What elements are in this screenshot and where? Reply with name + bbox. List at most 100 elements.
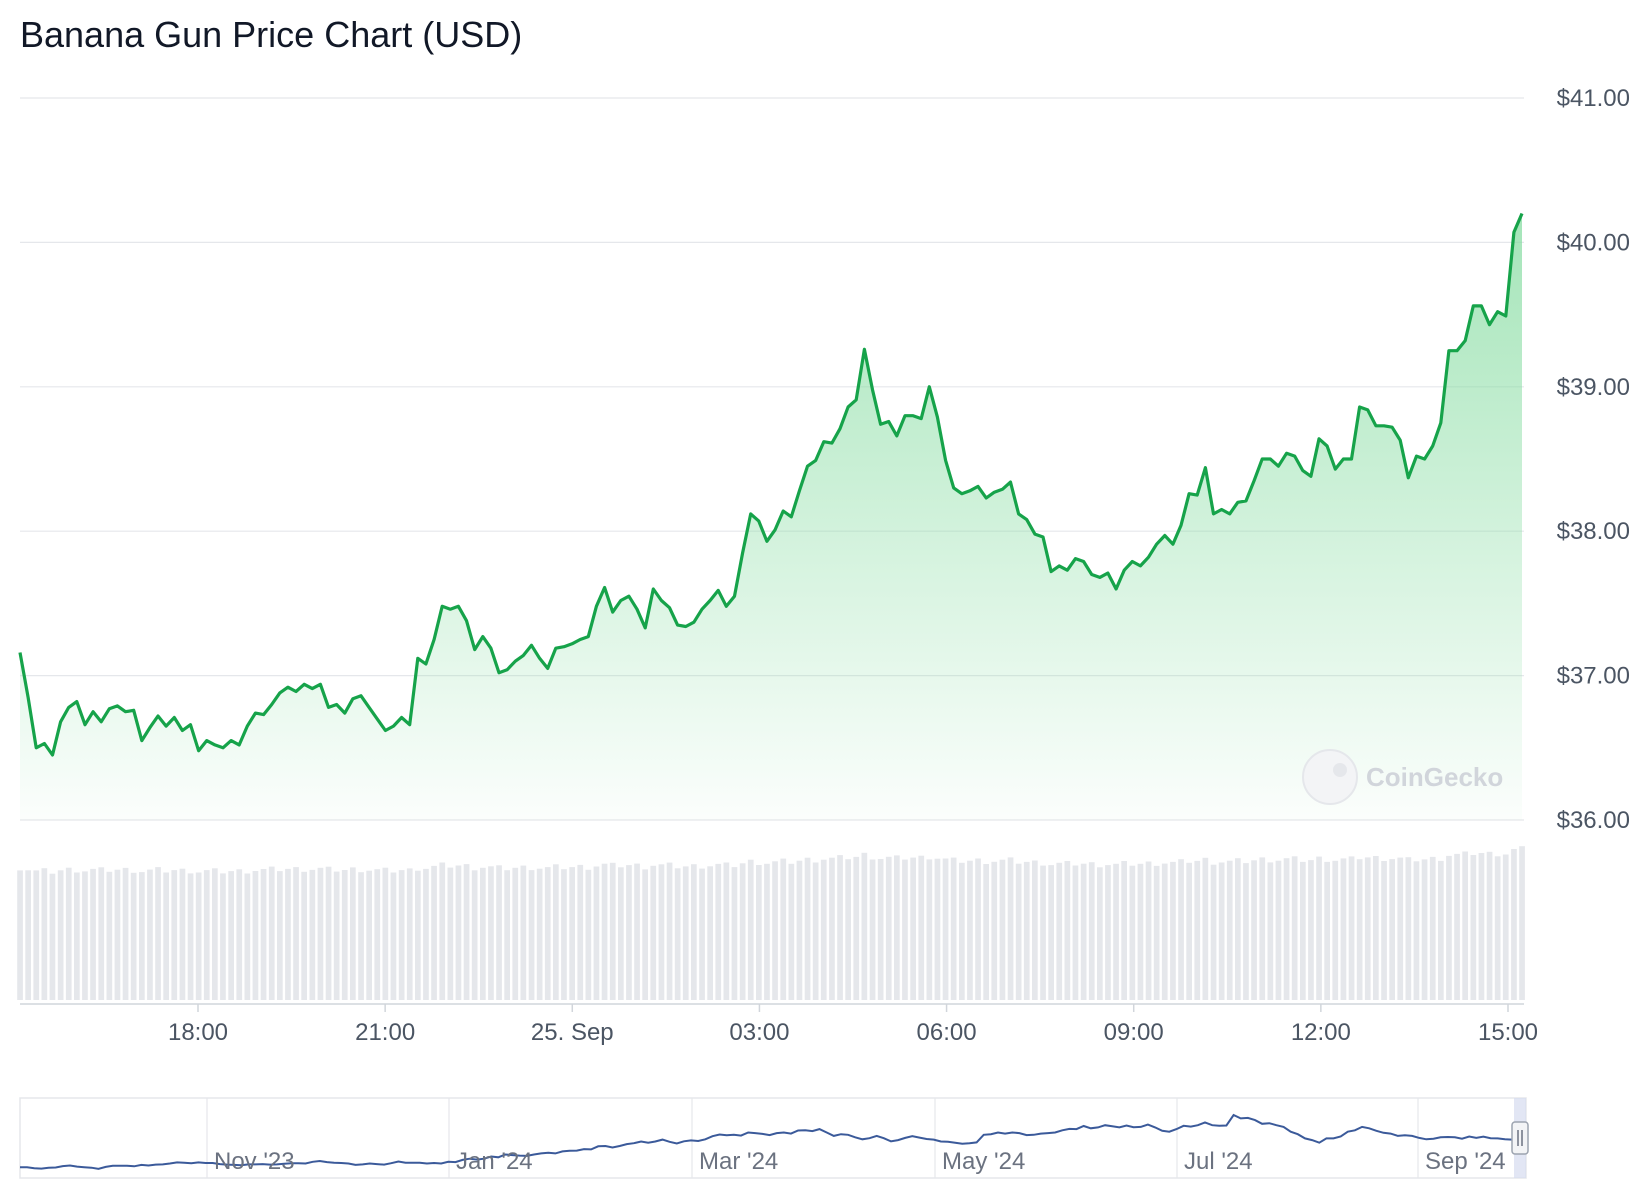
volume-bar: [885, 856, 892, 1000]
volume-bar: [658, 864, 665, 1000]
volume-bar: [780, 858, 787, 1000]
volume-bar: [268, 866, 275, 1000]
volume-bar: [1243, 863, 1249, 1000]
volume-bar: [682, 866, 689, 1000]
volume-bar: [942, 858, 949, 1000]
volume-bar: [1259, 857, 1266, 1000]
navigator-handle[interactable]: [1511, 1121, 1529, 1155]
volume-bar: [1153, 865, 1160, 1000]
volume-bar: [650, 865, 657, 1000]
volume-bar: [845, 859, 851, 1000]
volume-bar: [512, 867, 519, 1000]
volume-bar: [691, 864, 697, 1000]
volume-bar: [1064, 861, 1071, 1000]
volume-bar: [1186, 862, 1192, 1000]
volume-bar: [1032, 860, 1038, 1000]
navigator-label: Jan '24: [456, 1148, 533, 1175]
navigator-series: [20, 1113, 1513, 1170]
volume-bar: [934, 858, 941, 1000]
volume-bar: [756, 865, 762, 1000]
volume-bar: [1218, 862, 1225, 1000]
volume-bar: [285, 868, 291, 1000]
volume-bar: [642, 869, 648, 1000]
volume-bar: [1161, 863, 1168, 1000]
volume-bar: [959, 862, 965, 1000]
volume-bar: [187, 873, 194, 1000]
volume-bar: [423, 868, 429, 1000]
volume-bar: [415, 870, 421, 1000]
volume-bar: [967, 860, 973, 1000]
price-area-fill: [20, 213, 1522, 820]
coingecko-watermark: CoinGecko: [1302, 749, 1503, 805]
volume-bar: [228, 871, 234, 1000]
volume-bar: [861, 852, 868, 1000]
volume-bar: [1316, 856, 1322, 1000]
volume-bar: [788, 863, 795, 1000]
volume-bar: [796, 860, 803, 1000]
navigator-label: Nov '23: [214, 1148, 295, 1175]
volume-bar: [277, 871, 283, 1000]
volume-bar: [114, 869, 121, 1000]
volume-bar: [195, 872, 202, 1000]
x-tick-label: 03:00: [729, 1019, 789, 1046]
volume-bar: [1283, 858, 1290, 1000]
volume-bar: [853, 856, 860, 1000]
volume-bar: [139, 872, 145, 1000]
volume-bar: [212, 868, 218, 1000]
volume-bar: [293, 867, 299, 1000]
y-tick-label: $37.00: [1557, 663, 1630, 690]
volume-bar: [317, 867, 324, 1000]
volume-bar: [1340, 858, 1347, 1000]
volume-bar: [1145, 861, 1152, 1000]
volume-bar: [301, 871, 307, 1000]
range-navigator[interactable]: Nov '23 Jan '24 Mar '24 May '24 Jul '24 Sep '…: [19, 1097, 1529, 1179]
navigator-label: Sep '24: [1425, 1148, 1506, 1175]
volume-bar: [236, 869, 243, 1000]
volume-bar: [804, 857, 811, 1000]
volume-bar: [74, 872, 80, 1000]
volume-bar: [1421, 859, 1428, 1000]
volume-bar: [1048, 865, 1054, 1000]
volume-bar: [1373, 856, 1379, 1000]
volume-bar: [877, 859, 884, 1000]
x-tick-label: 12:00: [1291, 1019, 1351, 1046]
volume-bar: [739, 863, 746, 1000]
volume-bar: [1080, 863, 1087, 1000]
volume-bar: [609, 862, 616, 1000]
volume-bar: [488, 866, 494, 1000]
volume-bar: [358, 872, 364, 1000]
volume-bar: [1511, 849, 1517, 1000]
volume-bar: [130, 872, 137, 1000]
volume-bar: [341, 870, 348, 1000]
price-line[interactable]: [18, 212, 1524, 757]
navigator-line: [20, 1113, 1513, 1170]
volume-bar: [553, 864, 559, 1000]
volume-bar: [309, 869, 316, 1000]
volume-bar: [155, 867, 161, 1000]
y-tick-label: $38.00: [1557, 518, 1630, 545]
volume-bar: [520, 865, 527, 1000]
volume-bar: [244, 873, 251, 1000]
volume-bar: [1170, 861, 1176, 1000]
volume-bar: [699, 868, 705, 1000]
navigator-label: May '24: [942, 1148, 1025, 1175]
y-tick-label: $40.00: [1557, 229, 1630, 256]
volume-bar: [1275, 860, 1282, 1000]
watermark-text: CoinGecko: [1366, 762, 1503, 792]
volume-bar: [65, 867, 72, 1000]
volume-bar: [480, 867, 486, 1000]
volume-bar: [1397, 857, 1404, 1000]
volume-bar: [333, 871, 340, 1000]
volume-bar: [17, 870, 23, 1000]
volume-bar: [910, 857, 916, 1000]
volume-bar: [626, 865, 632, 1000]
volume-bar: [926, 859, 933, 1000]
volume-bar: [1478, 853, 1485, 1000]
volume-bar: [772, 861, 778, 1000]
volume-bar: [837, 855, 843, 1000]
volume-bar: [171, 870, 178, 1000]
volume-bar: [1210, 864, 1217, 1000]
volume-bar: [1097, 867, 1103, 1000]
volume-bar: [1364, 857, 1371, 1000]
